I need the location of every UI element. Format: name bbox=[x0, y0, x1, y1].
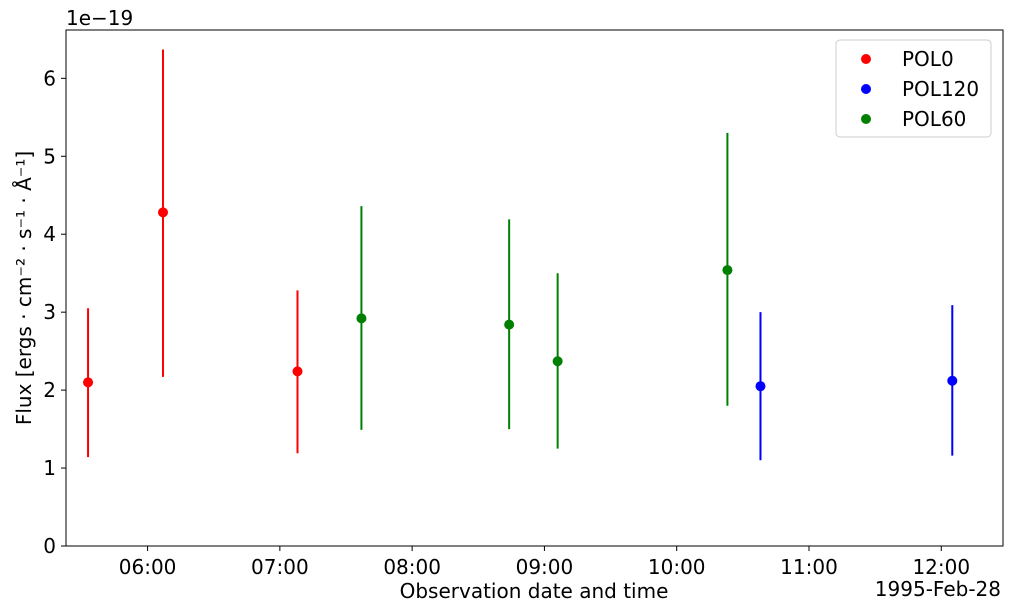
legend: POL0 POL120 POL60 bbox=[835, 39, 992, 138]
y-tick-label: 4 bbox=[43, 222, 56, 246]
data-point bbox=[552, 356, 563, 367]
legend-marker bbox=[861, 54, 871, 64]
x-tick-label: 06:00 bbox=[119, 555, 177, 579]
data-point bbox=[947, 375, 958, 386]
data-point bbox=[722, 265, 733, 276]
y-tick-label: 1 bbox=[43, 456, 56, 480]
x-tick-label: 09:00 bbox=[516, 555, 574, 579]
x-offset-label: 1995-Feb-28 bbox=[875, 577, 1001, 601]
data-point bbox=[504, 319, 515, 330]
axis-ticks: 06:00 07:00 08:00 09:00 10:00 11:00 12:00 0 1 2 3 4… bbox=[43, 66, 970, 579]
legend-label: POL60 bbox=[902, 107, 966, 131]
y-axis-label: Flux [ergs · cm⁻² · s⁻¹ · Å⁻¹] bbox=[12, 151, 36, 425]
data-point bbox=[755, 381, 766, 392]
series-pol60 bbox=[356, 132, 733, 449]
x-tick-label: 08:00 bbox=[383, 555, 441, 579]
legend-label: POL0 bbox=[902, 47, 954, 71]
legend-marker bbox=[861, 84, 871, 94]
legend-box bbox=[835, 39, 992, 138]
y-tick-label: 6 bbox=[43, 66, 56, 90]
y-tick-label: 3 bbox=[43, 300, 56, 324]
data-point bbox=[83, 377, 94, 388]
x-tick-label: 12:00 bbox=[912, 555, 970, 579]
data-point bbox=[292, 366, 303, 377]
y-tick-label: 2 bbox=[43, 378, 56, 402]
legend-label: POL120 bbox=[902, 77, 979, 101]
data-point bbox=[356, 313, 367, 324]
data-point bbox=[158, 207, 169, 218]
series-pol0 bbox=[83, 49, 303, 458]
x-tick-label: 10:00 bbox=[648, 555, 706, 579]
series-pol120 bbox=[755, 305, 958, 461]
x-axis-label: Observation date and time bbox=[400, 579, 669, 603]
y-offset-label: 1e−19 bbox=[66, 6, 133, 30]
plot-area-frame bbox=[65, 29, 1004, 547]
x-tick-label: 07:00 bbox=[251, 555, 309, 579]
y-tick-label: 0 bbox=[43, 534, 56, 558]
x-tick-label: 11:00 bbox=[780, 555, 838, 579]
y-tick-label: 5 bbox=[43, 144, 56, 168]
plot-marks bbox=[83, 49, 958, 461]
legend-marker bbox=[861, 114, 871, 124]
